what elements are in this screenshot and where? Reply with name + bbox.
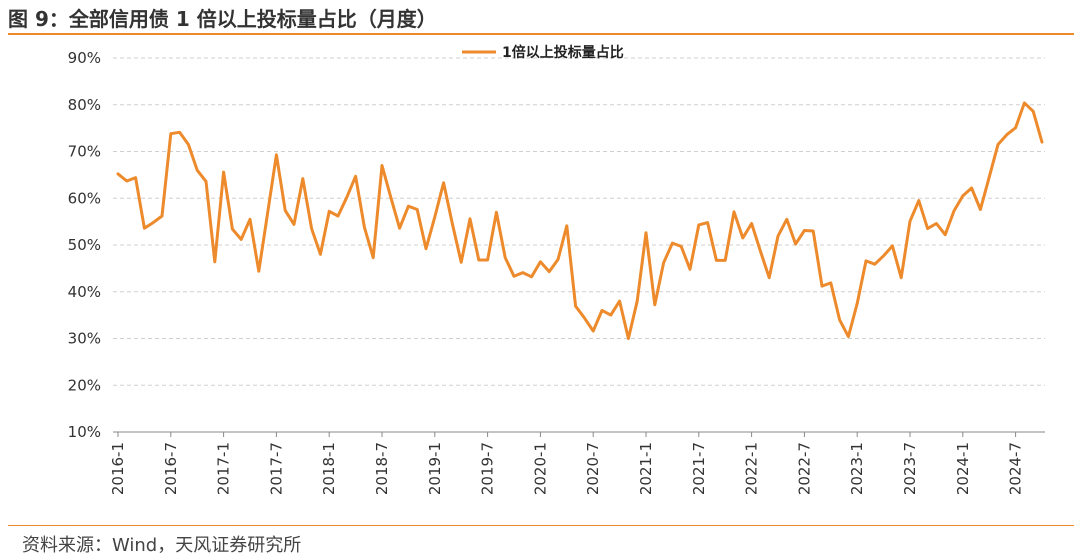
x-tick-label: 2018-7 <box>373 442 391 495</box>
legend: 1倍以上投标量占比 <box>462 44 624 61</box>
x-tick-label: 2022-1 <box>743 442 761 495</box>
y-axis-ticks: 10% 20% 30% 40% 50% 60% 70% 80% 90% <box>68 49 101 441</box>
y-tick-label: 10% <box>68 423 101 441</box>
source-rule <box>8 525 1074 526</box>
x-tick-label: 2024-7 <box>1007 442 1025 495</box>
figure-title: 图 9：全部信用债 1 倍以上投标量占比（月度） <box>8 7 437 31</box>
title-rule <box>8 33 1074 35</box>
gridlines <box>113 57 1045 386</box>
x-tick-label: 2016-7 <box>162 442 180 495</box>
line-chart: 10% 20% 30% 40% 50% 60% 70% 80% 90% 2016-1 2016-7… <box>68 44 1045 495</box>
y-tick-label: 60% <box>68 189 101 207</box>
y-tick-label: 50% <box>68 236 101 254</box>
x-tick-label: 2018-1 <box>320 442 338 495</box>
y-tick-label: 30% <box>68 330 101 348</box>
y-tick-label: 80% <box>68 96 101 114</box>
series-line <box>116 101 1044 340</box>
x-tick-label: 2023-1 <box>848 442 866 495</box>
y-tick-label: 90% <box>68 49 101 67</box>
x-tick-label: 2024-1 <box>954 442 972 495</box>
x-tick-label: 2019-7 <box>479 442 497 495</box>
series-group <box>116 101 1044 340</box>
x-tick-label: 2021-7 <box>690 442 708 495</box>
x-tick-label: 2017-1 <box>215 442 233 495</box>
x-tick-label: 2019-1 <box>426 442 444 495</box>
y-tick-label: 70% <box>68 143 101 161</box>
y-tick-label: 20% <box>68 376 101 394</box>
x-tick-label: 2020-1 <box>531 442 549 495</box>
legend-label: 1倍以上投标量占比 <box>502 44 624 61</box>
x-axis-ticks: 2016-1 2016-7 2017-1 2017-7 2018-1 2018-7 2019… <box>109 432 1025 495</box>
x-tick-label: 2023-7 <box>901 442 919 495</box>
y-tick-label: 40% <box>68 283 101 301</box>
x-tick-label: 2016-1 <box>109 442 127 495</box>
source-note: 资料来源：Wind，天风证券研究所 <box>22 535 302 556</box>
x-tick-label: 2020-7 <box>584 442 602 495</box>
x-tick-label: 2021-1 <box>637 442 655 495</box>
x-tick-label: 2022-7 <box>795 442 813 495</box>
x-tick-label: 2017-7 <box>267 442 285 495</box>
